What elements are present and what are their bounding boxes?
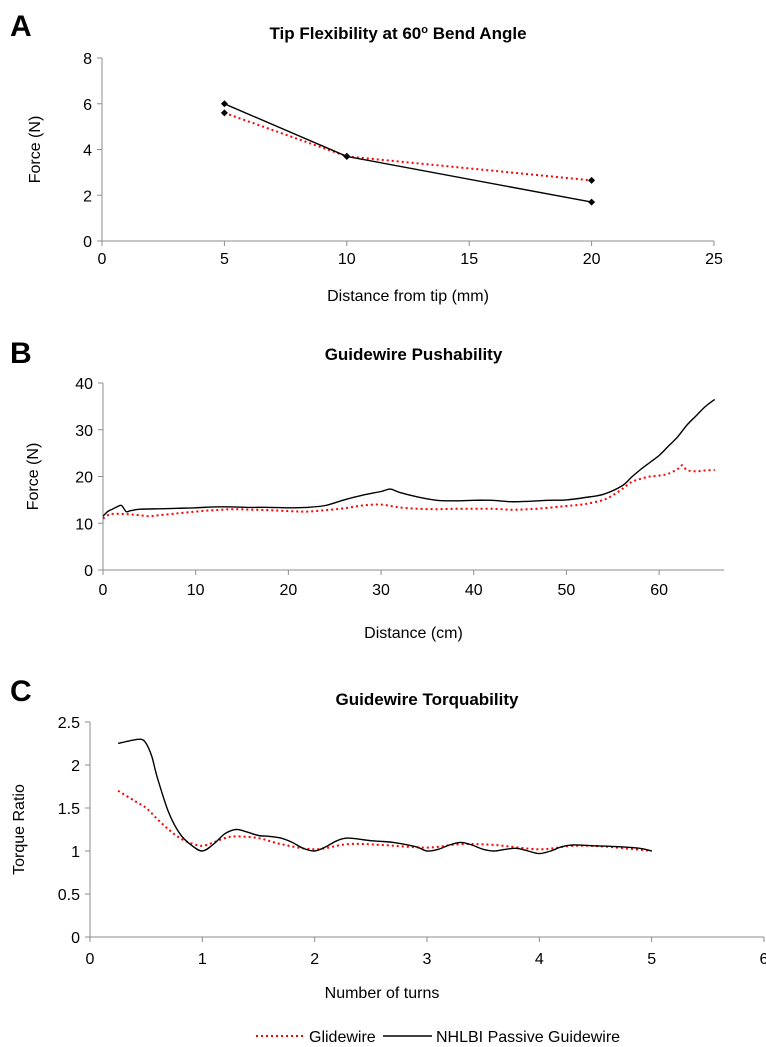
y-tick-label: 30 [75, 423, 93, 440]
x-tick-label: 40 [465, 582, 483, 599]
x-tick-label: 20 [279, 582, 297, 599]
y-tick-label: 20 [75, 470, 93, 487]
x-tick-label: 0 [99, 582, 108, 599]
series-line-glide [102, 464, 715, 520]
chart-title-tail: Bend Angle [428, 24, 527, 43]
x-tick-label: 1 [198, 951, 207, 968]
x-tick-label: 15 [460, 251, 478, 268]
panel-letter-b: B [10, 337, 32, 370]
y-tick-label: 1.5 [58, 801, 80, 818]
data-point-marker-nhlbi [343, 152, 351, 160]
x-axis-label: Number of turns [325, 985, 440, 1002]
series-line-glide [224, 111, 592, 182]
x-tick-label: 30 [372, 582, 390, 599]
legend-nhlbi-label: NHLBI Passive Guidewire [436, 1029, 620, 1046]
x-tick-label: 0 [98, 251, 107, 268]
y-tick-label: 4 [83, 143, 92, 160]
chart-title: Guidewire Torquability [336, 690, 519, 709]
legend-glidewire-label: Glidewire [309, 1029, 376, 1046]
x-tick-label: 10 [187, 582, 205, 599]
panel-letter-c: C [10, 675, 32, 708]
data-point-marker-nhlbi [588, 198, 596, 206]
x-tick-label: 25 [705, 251, 723, 268]
y-tick-label: 0 [84, 563, 93, 580]
x-tick-label: 20 [583, 251, 601, 268]
x-tick-label: 3 [423, 951, 432, 968]
x-tick-label: 5 [220, 251, 229, 268]
x-tick-label: 4 [535, 951, 544, 968]
y-tick-label: 2.5 [58, 715, 80, 732]
x-tick-label: 6 [760, 951, 766, 968]
data-point-marker-nhlbi [220, 100, 228, 108]
data-point-marker-glide [220, 109, 228, 117]
y-tick-label: 0.5 [58, 887, 80, 904]
chart-title-superscript: o [421, 24, 428, 36]
y-tick-label: 2 [83, 188, 92, 205]
data-point-marker-glide [588, 176, 596, 184]
series-line-nhlbi [117, 738, 652, 855]
x-tick-label: 50 [558, 582, 576, 599]
x-tick-label: 0 [86, 951, 95, 968]
x-axis-label: Distance from tip (mm) [327, 288, 489, 305]
y-axis-label: Force (N) [27, 116, 44, 184]
y-tick-label: 6 [83, 97, 92, 114]
legend: Glidewire NHLBI Passive Guidewire [256, 1029, 620, 1046]
chart-panel-b: B Guidewire Pushability 0 10 20 30 40 0 10 20 30 40… [10, 337, 724, 642]
panel-letter-a: A [10, 10, 32, 43]
chart-title: Tip Flexibility at 60o Bend Angle [269, 24, 526, 43]
y-tick-label: 10 [75, 516, 93, 533]
x-tick-label: 60 [650, 582, 668, 599]
x-tick-label: 5 [647, 951, 656, 968]
series-line-nhlbi [102, 398, 716, 517]
y-tick-label: 0 [71, 930, 80, 947]
x-tick-label: 2 [310, 951, 319, 968]
y-tick-label: 8 [83, 51, 92, 68]
chart-panel-a: A Tip Flexibility at 60o Bend Angle 0 2 4 6 8 0… [10, 10, 723, 305]
y-tick-label: 40 [75, 376, 93, 393]
series-line-nhlbi [224, 103, 592, 203]
y-tick-label: 0 [83, 234, 92, 251]
chart-panel-c: C Guidewire Torquability 0 0.5 1 1.5 2 2.5 0 1 2 3 4… [10, 675, 766, 1002]
x-tick-label: 10 [338, 251, 356, 268]
y-tick-label: 1 [71, 844, 80, 861]
chart-title: Guidewire Pushability [325, 345, 503, 364]
series-line-glide [117, 789, 652, 852]
y-axis-label: Force (N) [25, 443, 42, 511]
y-axis-label: Torque Ratio [11, 784, 28, 875]
panels-group: A Tip Flexibility at 60o Bend Angle 0 2 4 6 8 0… [10, 10, 766, 1002]
x-axis-label: Distance (cm) [364, 625, 463, 642]
y-tick-label: 2 [71, 758, 80, 775]
